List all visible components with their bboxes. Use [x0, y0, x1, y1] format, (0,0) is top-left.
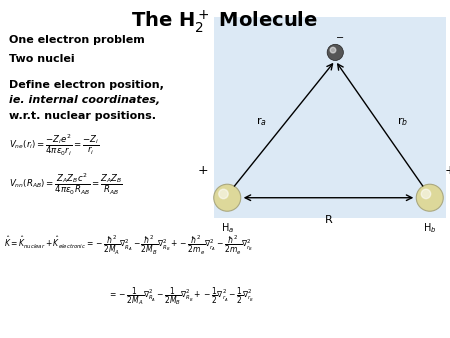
- Text: $V_{ne}(r_i) = \dfrac{-Z_i e^2}{4\pi\varepsilon_0 r_i} = \dfrac{-Z_i}{r_i}$: $V_{ne}(r_i) = \dfrac{-Z_i e^2}{4\pi\var…: [9, 132, 99, 158]
- Ellipse shape: [421, 189, 431, 199]
- Text: +: +: [445, 165, 450, 177]
- FancyBboxPatch shape: [214, 17, 446, 218]
- Text: Define electron position,: Define electron position,: [9, 80, 164, 90]
- Ellipse shape: [327, 44, 343, 61]
- Text: H$_a$: H$_a$: [220, 221, 234, 235]
- Text: Two nuclei: Two nuclei: [9, 54, 75, 64]
- Text: H$_b$: H$_b$: [423, 221, 436, 235]
- Text: $\hat{K} = \hat{K}_{nuclear} + \hat{K}_{electronic} = -\dfrac{\hbar^2}{2M_A}\nab: $\hat{K} = \hat{K}_{nuclear} + \hat{K}_{…: [4, 233, 253, 257]
- Ellipse shape: [219, 189, 228, 199]
- Ellipse shape: [214, 184, 241, 211]
- Text: +: +: [197, 165, 208, 177]
- Text: $V_{nn}(R_{AB}) = \dfrac{Z_A Z_B c^2}{4\pi\varepsilon_0 R_{AB}} = \dfrac{Z_A Z_B: $V_{nn}(R_{AB}) = \dfrac{Z_A Z_B c^2}{4\…: [9, 172, 123, 197]
- Ellipse shape: [416, 184, 443, 211]
- Text: r$_b$: r$_b$: [397, 115, 408, 128]
- Text: r$_a$: r$_a$: [256, 115, 266, 128]
- Text: $= -\dfrac{1}{2M_A}\nabla^2_{R_A} - \dfrac{1}{2M_B}\nabla^2_{R_B} + -\dfrac{1}{2: $= -\dfrac{1}{2M_A}\nabla^2_{R_A} - \dfr…: [108, 286, 254, 308]
- Text: ie. internal coordinates,: ie. internal coordinates,: [9, 95, 160, 105]
- Text: R: R: [324, 215, 333, 225]
- Text: One electron problem: One electron problem: [9, 35, 145, 46]
- Text: The H$_2^+$ Molecule: The H$_2^+$ Molecule: [131, 8, 319, 35]
- Ellipse shape: [330, 47, 336, 53]
- Text: $-$: $-$: [335, 31, 344, 41]
- Text: w.r.t. nuclear positions.: w.r.t. nuclear positions.: [9, 111, 156, 121]
